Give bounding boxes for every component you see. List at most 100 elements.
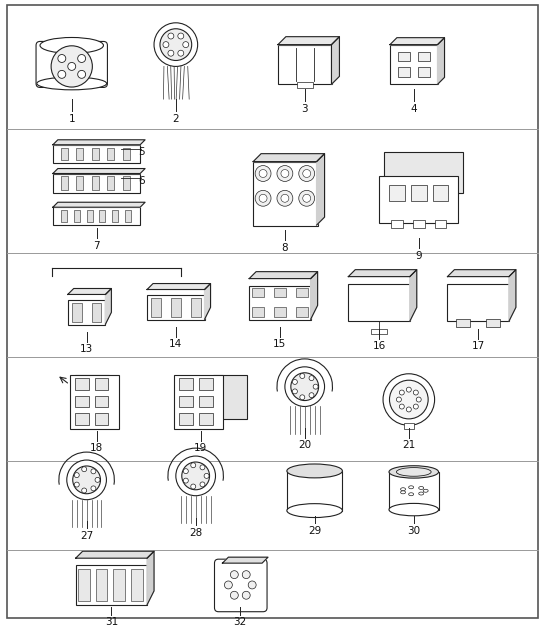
FancyBboxPatch shape bbox=[36, 41, 107, 87]
Bar bbox=[95, 569, 107, 601]
Circle shape bbox=[407, 387, 411, 392]
Circle shape bbox=[191, 484, 196, 489]
Bar bbox=[191, 298, 201, 317]
Circle shape bbox=[300, 374, 305, 379]
Circle shape bbox=[191, 463, 196, 468]
Circle shape bbox=[51, 46, 92, 87]
Bar bbox=[92, 176, 99, 190]
Polygon shape bbox=[447, 269, 516, 276]
Text: 31: 31 bbox=[105, 617, 118, 627]
Bar bbox=[398, 51, 410, 62]
Polygon shape bbox=[53, 168, 145, 173]
Text: 4: 4 bbox=[410, 104, 417, 114]
Text: 30: 30 bbox=[407, 526, 420, 536]
Ellipse shape bbox=[409, 486, 414, 489]
Circle shape bbox=[302, 170, 311, 178]
Circle shape bbox=[281, 170, 289, 178]
Circle shape bbox=[200, 482, 205, 487]
Ellipse shape bbox=[409, 493, 414, 495]
Ellipse shape bbox=[40, 38, 104, 53]
Text: 16: 16 bbox=[372, 341, 386, 351]
Circle shape bbox=[285, 367, 325, 406]
Bar bbox=[112, 210, 118, 222]
Bar bbox=[389, 185, 405, 201]
Bar bbox=[123, 176, 130, 190]
Bar bbox=[398, 67, 410, 77]
Bar bbox=[447, 284, 509, 322]
Ellipse shape bbox=[390, 380, 428, 419]
Circle shape bbox=[231, 571, 238, 578]
Text: 1: 1 bbox=[69, 114, 75, 124]
Circle shape bbox=[416, 397, 421, 402]
Bar bbox=[113, 569, 125, 601]
Polygon shape bbox=[278, 36, 340, 45]
Circle shape bbox=[293, 379, 298, 384]
Bar bbox=[75, 377, 89, 389]
Bar bbox=[92, 148, 99, 160]
Text: 8: 8 bbox=[282, 243, 288, 253]
Bar bbox=[94, 377, 108, 389]
Bar bbox=[287, 471, 342, 511]
Bar bbox=[61, 176, 68, 190]
Circle shape bbox=[281, 194, 289, 202]
Bar bbox=[198, 413, 213, 425]
Circle shape bbox=[178, 33, 184, 39]
Bar bbox=[249, 286, 311, 320]
Polygon shape bbox=[53, 140, 145, 144]
Circle shape bbox=[302, 194, 311, 202]
Text: 14: 14 bbox=[169, 339, 183, 349]
Bar bbox=[486, 319, 500, 327]
Polygon shape bbox=[222, 557, 268, 563]
Circle shape bbox=[91, 469, 96, 474]
Circle shape bbox=[200, 465, 205, 470]
Bar bbox=[213, 375, 247, 420]
Circle shape bbox=[291, 373, 319, 401]
Circle shape bbox=[248, 581, 256, 589]
Circle shape bbox=[67, 460, 106, 500]
Bar bbox=[125, 210, 131, 222]
Bar bbox=[391, 220, 403, 228]
Bar bbox=[274, 307, 286, 317]
Circle shape bbox=[255, 166, 271, 181]
Bar bbox=[53, 173, 140, 193]
Bar bbox=[296, 307, 308, 317]
Circle shape bbox=[225, 581, 232, 589]
Circle shape bbox=[407, 407, 411, 412]
Circle shape bbox=[277, 190, 293, 206]
Ellipse shape bbox=[287, 464, 342, 478]
Circle shape bbox=[183, 41, 189, 48]
Bar bbox=[151, 298, 161, 317]
Bar bbox=[384, 152, 463, 193]
Text: 29: 29 bbox=[308, 526, 321, 536]
Bar bbox=[53, 144, 140, 163]
Circle shape bbox=[399, 404, 404, 409]
Ellipse shape bbox=[401, 491, 405, 494]
Bar bbox=[179, 396, 193, 408]
Polygon shape bbox=[76, 551, 154, 558]
FancyBboxPatch shape bbox=[390, 45, 438, 84]
Polygon shape bbox=[410, 269, 417, 322]
Circle shape bbox=[183, 468, 189, 474]
Bar bbox=[75, 413, 89, 425]
Circle shape bbox=[277, 166, 293, 181]
Circle shape bbox=[176, 456, 215, 495]
Circle shape bbox=[259, 170, 267, 178]
Circle shape bbox=[182, 462, 209, 490]
Bar bbox=[68, 300, 105, 325]
FancyBboxPatch shape bbox=[278, 45, 332, 84]
Ellipse shape bbox=[401, 488, 405, 490]
Polygon shape bbox=[390, 38, 445, 45]
Circle shape bbox=[74, 482, 79, 487]
Circle shape bbox=[396, 397, 401, 402]
Polygon shape bbox=[311, 272, 318, 319]
Circle shape bbox=[399, 390, 404, 395]
Bar bbox=[147, 295, 204, 320]
Bar bbox=[94, 396, 108, 408]
Bar bbox=[434, 220, 446, 228]
Ellipse shape bbox=[396, 468, 431, 476]
Bar bbox=[75, 396, 89, 408]
Polygon shape bbox=[253, 154, 325, 161]
Circle shape bbox=[78, 70, 86, 78]
Ellipse shape bbox=[287, 504, 342, 517]
Bar bbox=[348, 284, 410, 322]
